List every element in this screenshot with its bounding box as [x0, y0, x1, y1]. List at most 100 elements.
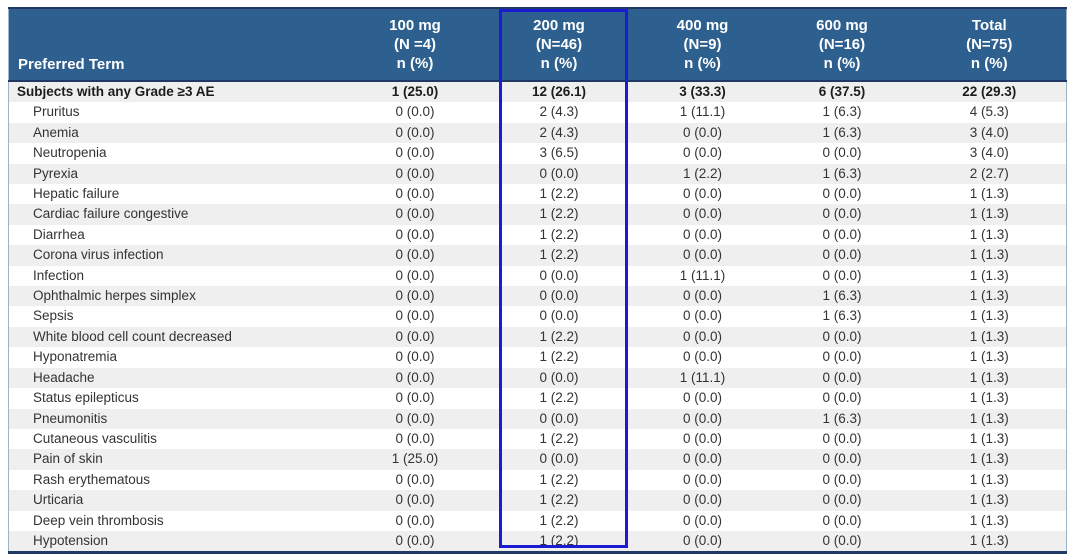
cell-100mg: 0 (0.0) — [395, 124, 435, 140]
cell-100mg: 0 (0.0) — [395, 165, 435, 181]
column-header: 200 mg (N=46) n (%) — [484, 8, 634, 82]
cell-100mg: 0 (0.0) — [395, 532, 435, 548]
cell-400mg: 0 (0.0) — [682, 532, 723, 548]
cell-400mg: 0 (0.0) — [682, 328, 723, 344]
row-term-label: Cardiac failure congestive — [33, 206, 189, 222]
cell-total: 1 (1.3) — [969, 369, 1009, 385]
cell-600mg: 1 (6.3) — [822, 124, 862, 140]
cell-200mg: 12 (26.1) — [531, 84, 587, 99]
cell-400mg: 0 (0.0) — [682, 308, 723, 324]
cell-600mg: 1 (6.3) — [822, 288, 862, 304]
cell-200mg: 1 (2.2) — [539, 328, 579, 344]
row-term-label: Hepatic failure — [33, 186, 120, 202]
table-row: Rash erythematous 0 (0.0) 1 (2.2) 0 (0.0… — [9, 470, 1067, 490]
row-term-label: Urticaria — [33, 492, 84, 508]
table-row: Headache 0 (0.0) 0 (0.0) 1 (11.1) 0 (0.0… — [8, 367, 1067, 389]
cell-total: 1 (1.3) — [969, 390, 1009, 406]
cell-600mg: 0 (0.0) — [822, 451, 862, 467]
column-header-n: (N=46) — [535, 36, 583, 53]
row-term-label: Cutaneous vasculitis — [33, 430, 157, 446]
cell-100mg: 1 (25.0) — [391, 451, 439, 467]
cell-400mg: 1 (11.1) — [679, 369, 726, 385]
cell-total: 1 (1.3) — [969, 430, 1009, 446]
table-row: Infection 0 (0.0) 0 (0.0) 1 (11.1) 0 (0.… — [9, 266, 1067, 286]
cell-600mg: 1 (6.3) — [822, 410, 862, 426]
table-row: Hepatic failure 0 (0.0) 1 (2.2) 0 (0.0) … — [9, 184, 1067, 204]
column-header-stat: n (%) — [396, 55, 434, 72]
row-term-label: Neutropenia — [33, 145, 107, 161]
cell-total: 1 (1.3) — [969, 186, 1009, 202]
cell-400mg: 0 (0.0) — [682, 145, 723, 161]
row-term-label: Anemia — [33, 124, 79, 140]
row-term-label: Headache — [33, 369, 95, 385]
cell-200mg: 1 (2.2) — [539, 471, 579, 487]
column-header-stat: n (%) — [684, 55, 721, 72]
cell-400mg: 0 (0.0) — [682, 247, 723, 263]
row-term-label: Diarrhea — [33, 226, 85, 242]
column-header-stat: n (%) — [823, 55, 861, 72]
table-row: Pain of skin 1 (25.0) 0 (0.0) 0 (0.0) 0 … — [8, 449, 1067, 470]
row-term-label: Corona virus infection — [33, 247, 164, 263]
cell-100mg: 0 (0.0) — [395, 288, 435, 304]
cell-100mg: 1 (25.0) — [391, 84, 439, 99]
cell-600mg: 1 (6.3) — [822, 104, 862, 120]
column-header-n: (N=75) — [966, 36, 1013, 53]
cell-400mg: 0 (0.0) — [682, 451, 723, 467]
row-term-label: Deep vein thrombosis — [33, 512, 164, 528]
cell-200mg: 1 (2.2) — [539, 349, 579, 365]
table-row: Neutropenia 0 (0.0) 3 (6.5) 0 (0.0) 0 (0… — [9, 143, 1067, 163]
cell-100mg: 0 (0.0) — [395, 492, 435, 508]
cell-total: 1 (1.3) — [969, 308, 1009, 324]
cell-600mg: 6 (37.5) — [818, 84, 866, 99]
cell-400mg: 0 (0.0) — [682, 124, 723, 140]
table-row: Ophthalmic herpes simplex 0 (0.0) 0 (0.0… — [8, 286, 1067, 307]
row-term-label: Hypotension — [33, 532, 109, 548]
cell-600mg: 0 (0.0) — [822, 186, 862, 202]
table-row: Cardiac failure congestive 0 (0.0) 1 (2.… — [8, 204, 1067, 225]
cell-200mg: 1 (2.2) — [539, 247, 579, 263]
column-header-n: (N=9) — [683, 36, 722, 53]
cell-total: 1 (1.3) — [969, 451, 1009, 467]
cell-200mg: 2 (4.3) — [539, 124, 579, 140]
table-row: Status epilepticus 0 (0.0) 1 (2.2) 0 (0.… — [9, 388, 1067, 408]
cell-200mg: 3 (6.5) — [539, 145, 579, 161]
adverse-events-table: Preferred Term 100 mg (N =4) n (%) 200 m… — [8, 7, 1067, 555]
table-row: Diarrhea 0 (0.0) 1 (2.2) 0 (0.0) 0 (0.0)… — [9, 225, 1067, 245]
column-header: 600 mg (N=16) n (%) — [771, 8, 913, 82]
column-header-preferred-term: Preferred Term — [8, 8, 346, 82]
cell-600mg: 0 (0.0) — [822, 328, 862, 344]
cell-400mg: 0 (0.0) — [682, 349, 723, 365]
cell-400mg: 1 (11.1) — [679, 267, 726, 283]
cell-100mg: 0 (0.0) — [395, 328, 435, 344]
column-header-n: (N=16) — [818, 36, 866, 53]
cell-600mg: 0 (0.0) — [822, 369, 862, 385]
cell-100mg: 0 (0.0) — [395, 247, 435, 263]
cell-100mg: 0 (0.0) — [395, 369, 435, 385]
cell-600mg: 0 (0.0) — [822, 145, 862, 161]
cell-total: 1 (1.3) — [969, 512, 1009, 528]
cell-200mg: 1 (2.2) — [539, 532, 579, 548]
cell-600mg: 0 (0.0) — [822, 492, 862, 508]
cell-200mg: 1 (2.2) — [539, 512, 579, 528]
cell-600mg: 0 (0.0) — [822, 247, 862, 263]
cell-400mg: 0 (0.0) — [682, 512, 723, 528]
cell-total: 1 (1.3) — [969, 267, 1009, 283]
row-term-label: Pneumonitis — [33, 410, 108, 426]
cell-100mg: 0 (0.0) — [395, 104, 435, 120]
cell-600mg: 0 (0.0) — [822, 226, 862, 242]
cell-200mg: 1 (2.2) — [539, 206, 579, 222]
column-header-dose: 200 mg — [533, 17, 585, 34]
cell-600mg: 0 (0.0) — [822, 349, 862, 365]
cell-total: 4 (5.3) — [969, 104, 1009, 120]
cell-total: 1 (1.3) — [969, 349, 1009, 365]
table-row: Pruritus 0 (0.0) 2 (4.3) 1 (11.1) 1 (6.3… — [9, 102, 1067, 122]
column-header-dose: 100 mg — [389, 17, 441, 34]
column-header: 100 mg (N =4) n (%) — [345, 8, 485, 82]
row-term-label: Hyponatremia — [33, 349, 118, 365]
cell-100mg: 0 (0.0) — [395, 267, 435, 283]
cell-600mg: 1 (6.3) — [822, 308, 862, 324]
cell-600mg: 0 (0.0) — [822, 532, 862, 548]
row-term-label: Sepsis — [33, 308, 74, 324]
cell-200mg: 0 (0.0) — [539, 165, 579, 181]
row-term-label: Rash erythematous — [33, 471, 151, 487]
